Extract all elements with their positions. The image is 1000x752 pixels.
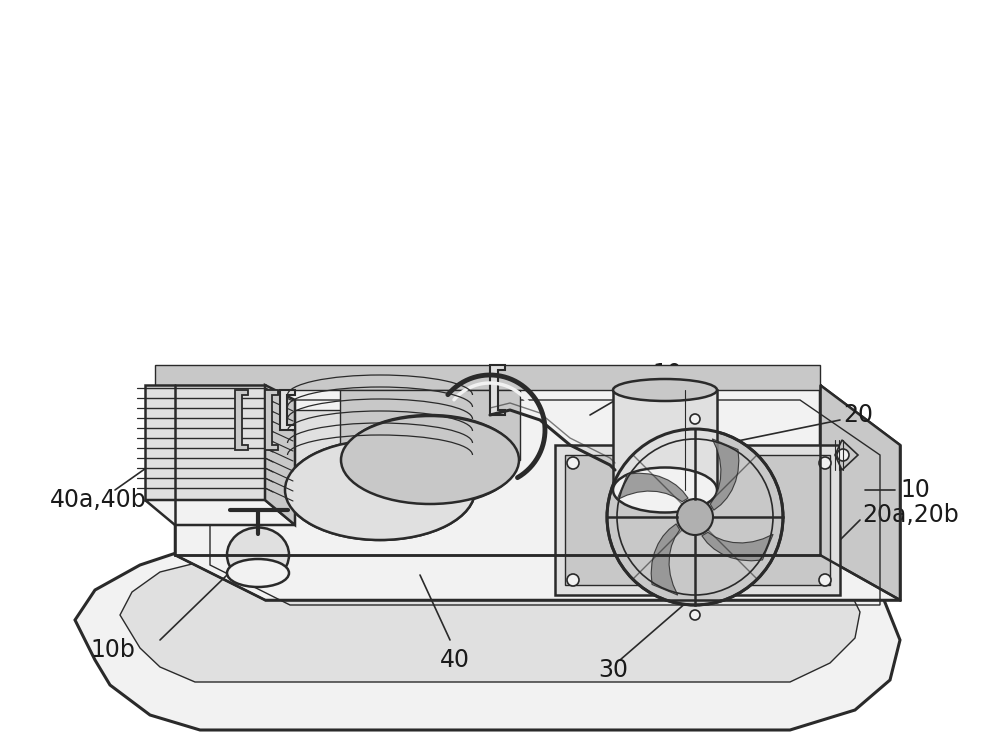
Polygon shape <box>75 545 900 730</box>
Circle shape <box>690 610 700 620</box>
Text: 40a,40b: 40a,40b <box>50 488 147 512</box>
Polygon shape <box>490 365 505 415</box>
Polygon shape <box>235 390 248 450</box>
Ellipse shape <box>613 379 717 401</box>
Text: 20a,20b: 20a,20b <box>862 503 959 527</box>
Polygon shape <box>175 385 900 600</box>
Polygon shape <box>565 455 830 585</box>
Text: 40: 40 <box>440 648 470 672</box>
Text: 10: 10 <box>900 478 930 502</box>
Polygon shape <box>340 390 520 460</box>
Ellipse shape <box>341 416 519 504</box>
Circle shape <box>677 499 713 535</box>
Text: 20: 20 <box>843 403 873 427</box>
Circle shape <box>819 574 831 586</box>
Polygon shape <box>280 390 295 430</box>
Polygon shape <box>613 390 717 490</box>
Polygon shape <box>710 439 739 510</box>
Polygon shape <box>835 440 858 470</box>
Polygon shape <box>285 410 475 490</box>
Polygon shape <box>265 385 295 525</box>
Polygon shape <box>702 532 773 561</box>
Ellipse shape <box>285 440 475 540</box>
Ellipse shape <box>613 468 717 513</box>
Polygon shape <box>617 473 688 502</box>
Polygon shape <box>651 524 680 595</box>
Text: 30: 30 <box>598 658 628 682</box>
Text: 10b: 10b <box>90 638 135 662</box>
Polygon shape <box>175 385 820 555</box>
Ellipse shape <box>227 527 289 583</box>
Circle shape <box>567 574 579 586</box>
Polygon shape <box>555 445 840 595</box>
Text: 10a: 10a <box>652 362 696 386</box>
Polygon shape <box>155 365 820 390</box>
Polygon shape <box>145 500 295 525</box>
Polygon shape <box>120 562 860 682</box>
Ellipse shape <box>285 440 475 540</box>
Circle shape <box>607 429 783 605</box>
Polygon shape <box>265 390 278 450</box>
Circle shape <box>837 449 849 461</box>
Circle shape <box>690 414 700 424</box>
Circle shape <box>819 457 831 469</box>
Ellipse shape <box>227 559 289 587</box>
Ellipse shape <box>342 415 518 505</box>
Polygon shape <box>820 385 900 600</box>
Circle shape <box>567 457 579 469</box>
Polygon shape <box>145 385 265 500</box>
